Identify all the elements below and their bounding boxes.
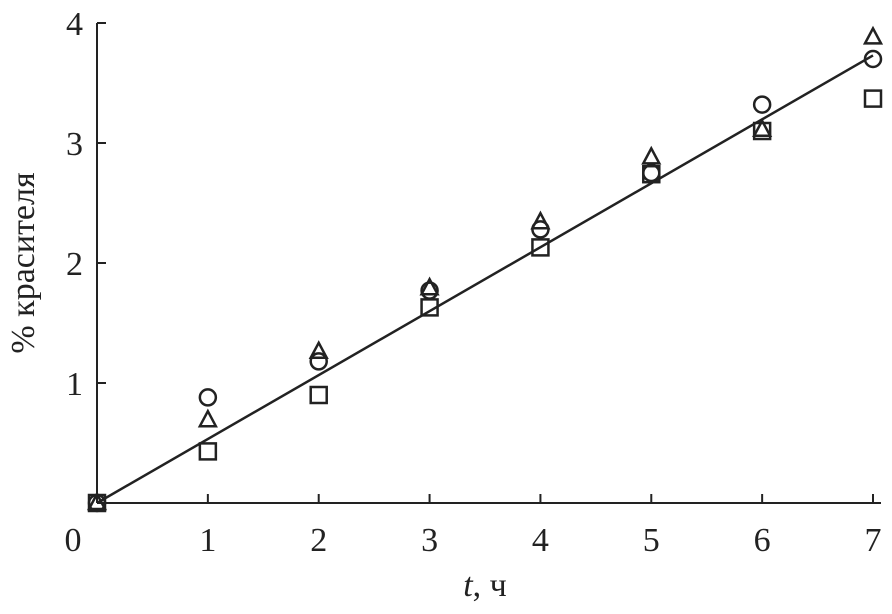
triangle-marker: [752, 118, 773, 138]
triangle-marker: [862, 25, 884, 45]
y-tick-label: 2: [66, 246, 83, 283]
triangle-marker: [419, 276, 440, 296]
circle-marker: [752, 95, 772, 114]
square-marker: [752, 121, 772, 141]
x-tick-label: 7: [865, 522, 882, 559]
x-tick-label: 3: [421, 522, 438, 559]
square-marker: [309, 385, 328, 405]
y-tick-label: 1: [66, 366, 83, 403]
x-axis-label: t, ч: [463, 567, 507, 604]
x-tick-label: 1: [199, 522, 216, 559]
square-marker: [531, 238, 550, 257]
circle-marker: [198, 388, 218, 407]
square-marker: [642, 164, 661, 184]
triangle-marker: [197, 408, 218, 428]
triangle-marker: [641, 145, 662, 165]
x-tick-label: 4: [532, 522, 549, 559]
x-tick-label: 0: [65, 522, 82, 559]
y-axis-label: % красителя: [5, 172, 42, 354]
x-tick-label: 6: [754, 522, 771, 559]
circle-marker: [309, 352, 328, 371]
triangle-marker: [308, 340, 329, 360]
square-marker: [420, 298, 439, 317]
x-tick-label: 5: [643, 522, 660, 559]
fit-line: [96, 54, 874, 505]
square-marker: [863, 89, 883, 108]
circle-marker: [863, 49, 883, 69]
x-tick-label: 2: [310, 522, 327, 559]
x-label-unit: , ч: [473, 567, 507, 604]
x-label-var: t: [463, 567, 474, 604]
y-tick-label: 3: [66, 126, 83, 163]
y-tick-label: 4: [66, 6, 83, 43]
square-marker: [87, 493, 107, 513]
triangle-marker: [530, 210, 551, 230]
square-marker: [198, 442, 218, 461]
triangle-marker: [86, 491, 108, 511]
